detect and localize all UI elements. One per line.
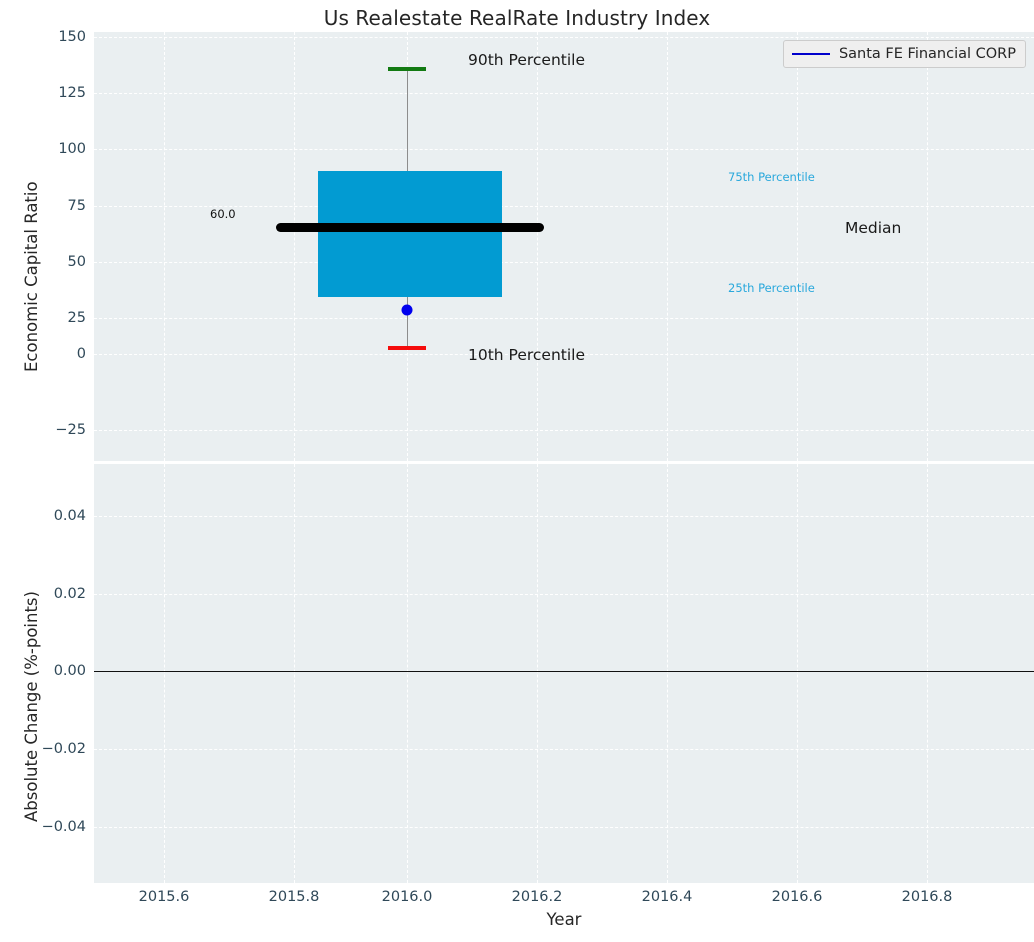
annotation-p75: 75th Percentile	[728, 170, 815, 184]
gridline-vertical	[797, 464, 798, 883]
gridline-vertical	[927, 32, 928, 461]
ytick-label: 125	[58, 85, 86, 101]
ytick-label: 25	[67, 310, 86, 326]
interquartile-box	[318, 171, 502, 297]
gridline-vertical	[294, 464, 295, 883]
xtick-label: 2015.8	[268, 889, 320, 905]
p90-cap	[388, 67, 426, 71]
zero-reference-line	[94, 671, 1034, 672]
median-line	[276, 223, 544, 232]
annotation-p10: 10th Percentile	[468, 346, 586, 364]
ytick-label: 0.00	[53, 663, 86, 679]
gridline-horizontal	[94, 93, 1034, 94]
xtick-label: 2016.4	[641, 889, 693, 905]
gridline-vertical	[164, 32, 165, 461]
ytick-label: 75	[67, 198, 86, 214]
ytick-label: 150	[58, 29, 86, 45]
legend[interactable]: Santa FE Financial CORP	[782, 40, 1026, 68]
gridline-vertical	[927, 464, 928, 883]
annotation-median: Median	[845, 219, 902, 237]
gridline-vertical	[667, 32, 668, 461]
gridline-horizontal	[94, 149, 1034, 150]
ytick-label: 0.02	[53, 586, 86, 602]
ytick-label: −0.04	[41, 819, 86, 835]
ytick-label: −25	[55, 422, 86, 438]
legend-line-swatch	[791, 53, 830, 55]
gridline-horizontal	[94, 37, 1034, 38]
ytick-label: 50	[67, 254, 86, 270]
p10-cap	[388, 346, 426, 350]
gridline-vertical	[164, 464, 165, 883]
gridline-vertical	[537, 32, 538, 461]
ytick-label: 0.04	[53, 508, 86, 524]
median-value-label: 60.0	[210, 207, 236, 221]
y-axis-label-top: Economic Capital Ratio	[22, 181, 41, 372]
gridline-horizontal	[94, 827, 1034, 828]
xtick-label: 2016.6	[771, 889, 823, 905]
ytick-label: 100	[58, 141, 86, 157]
legend-label: Santa FE Financial CORP	[838, 46, 1016, 62]
absolute-change-plot-area	[94, 464, 1034, 883]
chart-title: Us Realestate RealRate Industry Index	[323, 6, 711, 30]
gridline-horizontal	[94, 354, 1034, 355]
ytick-label: −0.02	[41, 741, 86, 757]
xtick-label: 2016.0	[381, 889, 433, 905]
gridline-horizontal	[94, 206, 1034, 207]
gridline-vertical	[667, 464, 668, 883]
xtick-label: 2015.6	[138, 889, 190, 905]
y-axis-label-bottom: Absolute Change (%-points)	[22, 591, 41, 822]
annotation-p25: 25th Percentile	[728, 281, 815, 295]
gridline-vertical	[797, 32, 798, 461]
gridline-horizontal	[94, 318, 1034, 319]
economic-capital-ratio-plot-area: 90th Percentile 75th Percentile Median 2…	[94, 32, 1034, 461]
ytick-label: 0	[76, 346, 86, 362]
xtick-label: 2016.2	[511, 889, 563, 905]
gridline-vertical	[537, 464, 538, 883]
gridline-vertical	[407, 464, 408, 883]
company-data-point[interactable]	[401, 304, 413, 316]
x-axis-label: Year	[546, 910, 582, 929]
gridline-horizontal	[94, 430, 1034, 431]
gridline-horizontal	[94, 262, 1034, 263]
gridline-horizontal	[94, 516, 1034, 517]
gridline-vertical	[294, 32, 295, 461]
xtick-label: 2016.8	[901, 889, 953, 905]
gridline-horizontal	[94, 594, 1034, 595]
annotation-p90: 90th Percentile	[468, 51, 586, 69]
gridline-horizontal	[94, 749, 1034, 750]
